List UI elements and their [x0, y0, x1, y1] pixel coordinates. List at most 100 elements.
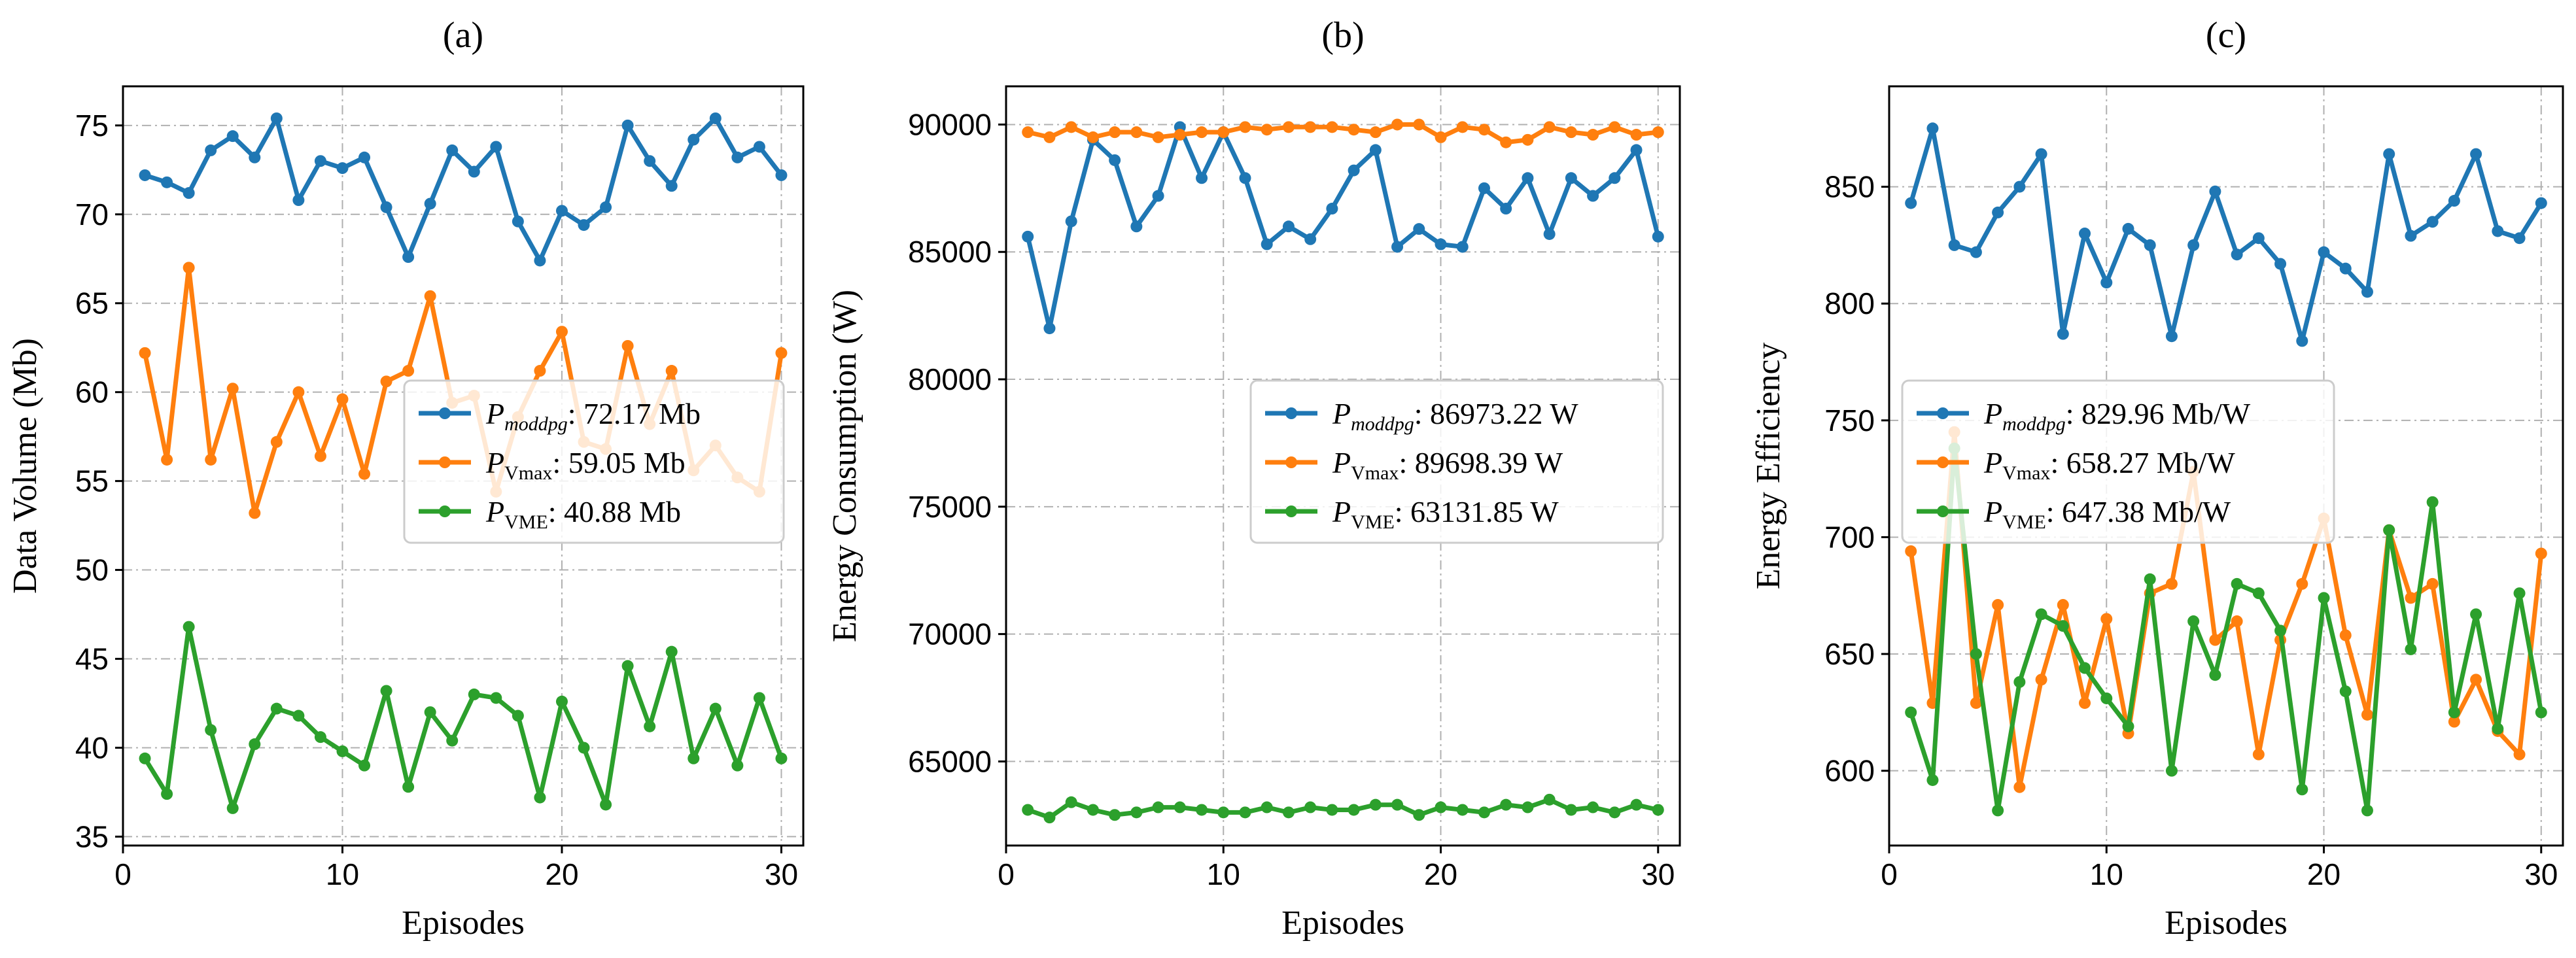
data-point-vmax [1609, 121, 1621, 133]
legend-marker-moddpg [439, 407, 451, 419]
data-point-vme [1992, 804, 2004, 817]
data-point-vme [2470, 608, 2482, 621]
legend-marker-vme [439, 505, 451, 517]
legend: Pmoddpg: 86973.22 W PVmax: 89698.39 W PVME… [1249, 379, 1664, 544]
axes-frame [1888, 85, 2564, 847]
data-point-vme [490, 692, 502, 704]
data-point-vme [1456, 804, 1469, 816]
data-point-vme [1609, 806, 1621, 819]
data-point-vmax [621, 339, 634, 352]
data-point-vmax [2426, 577, 2439, 590]
y-tick-label: 85000 [908, 235, 992, 269]
data-point-moddpg [380, 201, 392, 213]
data-point-vme [555, 695, 568, 708]
data-point-vme [1043, 812, 1056, 824]
data-point-moddpg [183, 187, 195, 199]
series-line-vme [1908, 446, 2544, 813]
y-tick-label: 45 [75, 642, 109, 676]
data-point-moddpg [292, 194, 305, 207]
data-point-moddpg [1130, 220, 1143, 233]
data-point-vmax [534, 365, 546, 377]
data-point-moddpg [1239, 172, 1251, 184]
data-point-vme [161, 788, 173, 800]
legend-marker-vme [1285, 505, 1297, 517]
y-tick-label: 40 [75, 730, 109, 764]
legend-entry-vmax: PVmax: 658.27 Mb/W [1983, 446, 2235, 484]
data-point-moddpg [1413, 223, 1425, 235]
y-axis-label: Energy Consumption (W) [826, 290, 863, 642]
data-point-moddpg [644, 155, 656, 167]
data-point-vme [2339, 685, 2352, 698]
data-point-moddpg [1905, 197, 1917, 209]
data-point-vme [2013, 676, 2026, 688]
data-point-vme [2187, 615, 2200, 628]
data-point-vmax [1587, 129, 1599, 141]
data-point-moddpg [534, 254, 546, 267]
data-point-moddpg [1391, 241, 1404, 253]
series-line-moddpg [1908, 126, 2543, 343]
y-tick-label: 650 [1824, 637, 1875, 671]
data-point-vmax [2339, 629, 2352, 642]
data-point-moddpg [358, 151, 371, 163]
data-point-vme [205, 724, 217, 736]
data-point-moddpg [2535, 197, 2547, 209]
data-point-vmax [1652, 126, 1664, 139]
data-point-moddpg [2122, 222, 2134, 235]
data-point-vmax [1261, 124, 1273, 136]
data-point-vme [2231, 577, 2243, 590]
data-point-vmax [402, 365, 415, 377]
data-point-vme [2035, 608, 2047, 621]
data-point-moddpg [1500, 203, 1512, 215]
data-point-vme [2122, 720, 2134, 732]
data-point-moddpg [2383, 148, 2395, 160]
data-point-vme [1905, 706, 1917, 719]
legend-entry-vme: PVME: 40.88 Mb [485, 495, 681, 533]
x-tick-label: 20 [545, 857, 578, 891]
data-point-vmax [1391, 118, 1404, 131]
y-tick-label: 700 [1824, 520, 1875, 554]
data-point-vme [2209, 669, 2221, 681]
data-point-vmax [2231, 615, 2243, 628]
data-point-vme [468, 688, 480, 700]
data-point-moddpg [1261, 238, 1273, 250]
data-point-vme [731, 759, 744, 772]
data-point-vmax [1087, 131, 1099, 143]
data-point-moddpg [1196, 172, 1208, 184]
data-point-moddpg [2274, 258, 2287, 270]
data-point-moddpg [2165, 330, 2178, 343]
data-point-vmax [1970, 697, 1982, 710]
data-point-vmax [1905, 545, 1917, 557]
data-point-vme [424, 706, 436, 719]
data-point-vmax [2470, 674, 2482, 686]
data-point-moddpg [2318, 246, 2330, 258]
data-point-moddpg [270, 112, 283, 124]
y-tick-label: 60 [75, 375, 109, 409]
data-point-vme [1109, 809, 1121, 821]
data-point-vme [2057, 620, 2069, 632]
data-point-moddpg [665, 180, 678, 192]
data-point-moddpg [2144, 239, 2156, 251]
data-point-moddpg [512, 215, 524, 228]
y-tick-label: 75000 [908, 490, 992, 524]
x-tick-label: 30 [765, 857, 798, 891]
data-point-vme [2100, 692, 2113, 704]
data-point-moddpg [2079, 228, 2091, 240]
data-point-vmax [336, 393, 349, 405]
y-tick-label: 75 [75, 109, 109, 143]
x-tick-label: 20 [1424, 857, 1457, 891]
data-point-vme [1152, 801, 1164, 813]
data-point-moddpg [2035, 148, 2047, 160]
data-point-moddpg [555, 205, 568, 217]
data-point-moddpg [1652, 230, 1664, 243]
data-point-vmax [1239, 121, 1251, 133]
data-point-vme [1522, 801, 1534, 813]
data-point-vmax [1500, 136, 1512, 148]
series-line-vmax [1027, 122, 1659, 145]
data-point-vme [2535, 706, 2547, 719]
data-point-moddpg [1282, 220, 1295, 233]
data-point-moddpg [2057, 328, 2069, 340]
data-point-vme [139, 752, 151, 764]
data-point-vmax [1304, 121, 1317, 133]
data-point-vme [775, 752, 788, 764]
